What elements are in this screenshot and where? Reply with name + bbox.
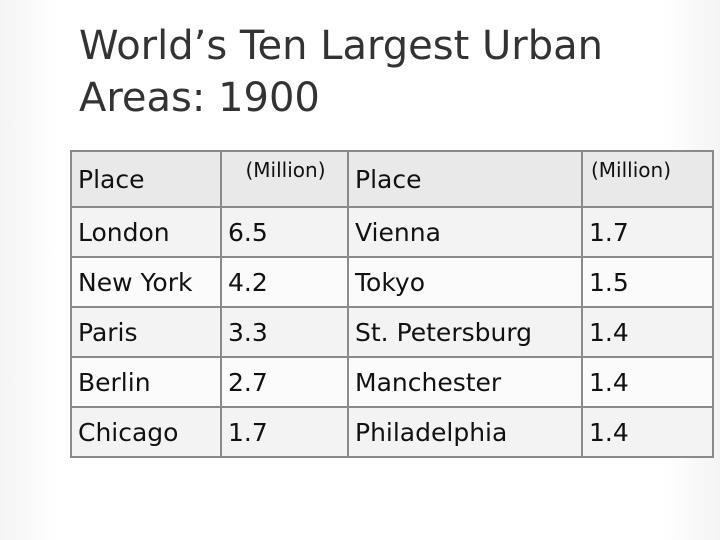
header-million-2: (Million) (581, 150, 714, 208)
table-header-row: Place (Million) Place (Million) (70, 150, 714, 208)
table-row: London 6.5 Vienna 1.7 (70, 206, 714, 258)
table-row: Paris 3.3 St. Petersburg 1.4 (70, 306, 714, 358)
header-place-1: Place (70, 150, 222, 208)
table-cell-value: 1.4 (581, 306, 714, 358)
table-row: Berlin 2.7 Manchester 1.4 (70, 356, 714, 408)
table-cell-place: Paris (70, 306, 222, 358)
table-cell-value: 6.5 (220, 206, 349, 258)
table-cell-value: 4.2 (220, 256, 349, 308)
table-row: Chicago 1.7 Philadelphia 1.4 (70, 406, 714, 458)
table-cell-place: Vienna (347, 206, 583, 258)
header-place-2: Place (347, 150, 583, 208)
table-cell-place: Manchester (347, 356, 583, 408)
table-cell-place: Chicago (70, 406, 222, 458)
table-cell-place: New York (70, 256, 222, 308)
table-cell-value: 1.4 (581, 356, 714, 408)
table-cell-place: London (70, 206, 222, 258)
table-cell-value: 1.7 (581, 206, 714, 258)
slide-title: World’s Ten Largest Urban Areas: 1900 (79, 23, 603, 121)
table-cell-place: Tokyo (347, 256, 583, 308)
table-cell-value: 2.7 (220, 356, 349, 408)
urban-areas-table: Place (Million) Place (Million) London 6… (70, 150, 714, 458)
table-row: New York 4.2 Tokyo 1.5 (70, 256, 714, 308)
table-cell-place: Berlin (70, 356, 222, 408)
header-million-1: (Million) (220, 150, 349, 208)
table-cell-place: St. Petersburg (347, 306, 583, 358)
table-cell-value: 3.3 (220, 306, 349, 358)
table-cell-value: 1.5 (581, 256, 714, 308)
table-cell-place: Philadelphia (347, 406, 583, 458)
table-cell-value: 1.4 (581, 406, 714, 458)
table-cell-value: 1.7 (220, 406, 349, 458)
